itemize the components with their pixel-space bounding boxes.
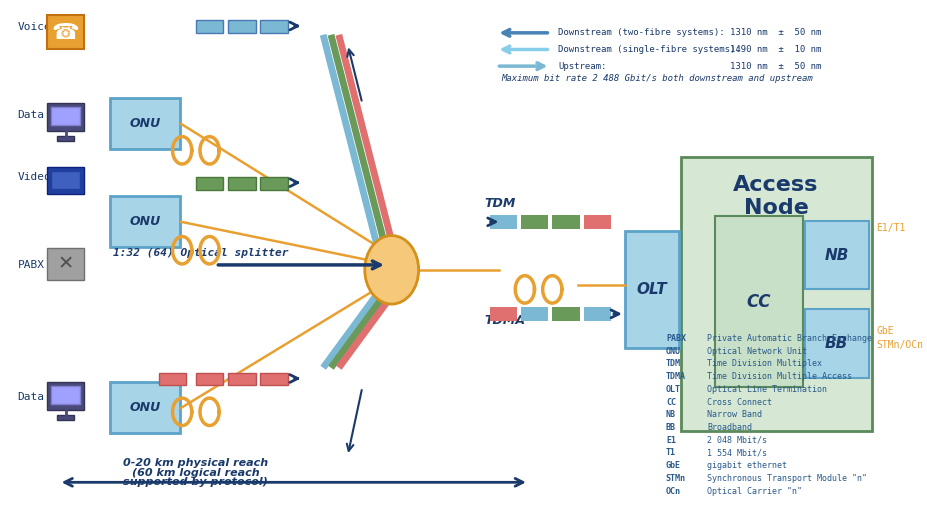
Text: ONU: ONU (129, 117, 160, 130)
Bar (489, 215, 516, 229)
Text: ONU: ONU (129, 401, 160, 414)
Text: GbE: GbE (666, 461, 680, 470)
Text: Access
Node: Access Node (732, 175, 818, 218)
Text: gigabit ethernet: gigabit ethernet (706, 461, 786, 470)
Polygon shape (320, 34, 380, 246)
Text: PABX: PABX (666, 334, 685, 343)
Bar (57, 415, 74, 420)
Bar (583, 215, 610, 229)
Text: ✕: ✕ (57, 254, 74, 274)
Text: Narrow Band: Narrow Band (706, 410, 761, 419)
Text: BB: BB (666, 423, 675, 432)
Text: Data: Data (18, 110, 44, 120)
Text: OLT: OLT (666, 385, 680, 394)
Text: Data: Data (18, 392, 44, 402)
Bar (109, 383, 180, 433)
Text: Optical Carrier "n": Optical Carrier "n" (706, 487, 801, 495)
Bar (51, 386, 81, 404)
Text: BB: BB (824, 336, 847, 351)
Bar (260, 373, 287, 385)
Text: TDMA: TDMA (484, 314, 526, 327)
Bar (47, 383, 84, 410)
Bar (714, 216, 802, 387)
Bar (804, 309, 868, 377)
Bar (109, 99, 180, 149)
Polygon shape (328, 292, 387, 370)
Text: Time Division Multiple Access: Time Division Multiple Access (706, 372, 851, 381)
Text: ☎: ☎ (52, 23, 80, 43)
Bar (260, 20, 287, 33)
Bar (552, 215, 579, 229)
Text: E1: E1 (666, 436, 675, 445)
Bar (47, 15, 84, 50)
Text: CC: CC (666, 398, 675, 407)
Bar (196, 20, 223, 33)
Text: Optical Line Termination: Optical Line Termination (706, 385, 826, 394)
Bar (47, 167, 84, 194)
Bar (489, 307, 516, 321)
Bar (228, 373, 255, 385)
Text: GbE
STMn/OCn: GbE STMn/OCn (875, 326, 922, 350)
Text: TDMA: TDMA (666, 372, 685, 381)
Bar (51, 107, 81, 125)
Polygon shape (327, 34, 387, 246)
Bar (520, 307, 548, 321)
Text: 0-20 km physical reach: 0-20 km physical reach (123, 458, 268, 468)
Bar (228, 20, 255, 33)
Text: 1:32 (64) Optical splitter: 1:32 (64) Optical splitter (112, 248, 287, 258)
Text: Upstream:: Upstream: (557, 62, 606, 70)
Text: Video: Video (18, 172, 51, 182)
Text: Broadband: Broadband (706, 423, 751, 432)
Text: 1490 nm  ±  10 nm: 1490 nm ± 10 nm (729, 45, 820, 54)
Text: Voice: Voice (18, 22, 51, 32)
Ellipse shape (364, 235, 418, 304)
Bar (583, 307, 610, 321)
Text: ONU: ONU (129, 216, 160, 228)
Bar (196, 177, 223, 189)
Polygon shape (336, 292, 395, 370)
Text: CC: CC (746, 293, 770, 311)
Text: 2 048 Mbit/s: 2 048 Mbit/s (706, 436, 767, 445)
Text: Downstream (two-fibre systems):: Downstream (two-fibre systems): (557, 28, 724, 38)
Text: 1 554 Mbit/s: 1 554 Mbit/s (706, 448, 767, 457)
Text: (60 km logical reach: (60 km logical reach (132, 468, 260, 478)
Text: STMn: STMn (666, 474, 685, 483)
Polygon shape (320, 292, 379, 370)
Text: Downstream (single-fibre systems):: Downstream (single-fibre systems): (557, 45, 740, 54)
Text: TDM: TDM (484, 197, 515, 210)
Text: OCn: OCn (666, 487, 680, 495)
Text: supported by protocol): supported by protocol) (123, 477, 268, 488)
Bar (260, 177, 287, 189)
Bar (679, 157, 870, 431)
Text: Private Automatic Branch Exchange: Private Automatic Branch Exchange (706, 334, 871, 343)
Text: NB: NB (666, 410, 675, 419)
Bar (624, 231, 678, 348)
Bar (47, 103, 84, 131)
Bar (57, 136, 74, 140)
Text: E1/T1: E1/T1 (875, 223, 905, 233)
Text: Optical Network Unit: Optical Network Unit (706, 347, 806, 355)
Text: Cross Connect: Cross Connect (706, 398, 771, 407)
Bar (47, 248, 84, 280)
Text: Synchronous Transport Module "n": Synchronous Transport Module "n" (706, 474, 866, 483)
Bar (196, 373, 223, 385)
Text: Maximum bit rate 2 488 Gbit/s both downstream and upstream: Maximum bit rate 2 488 Gbit/s both downs… (501, 74, 812, 84)
Text: NB: NB (824, 247, 848, 263)
Bar (520, 215, 548, 229)
Polygon shape (336, 34, 396, 246)
Text: PABX: PABX (18, 260, 44, 270)
Bar (552, 307, 579, 321)
Text: Time Division Multiplex: Time Division Multiplex (706, 359, 821, 369)
Text: TDM: TDM (666, 359, 680, 369)
Bar (804, 221, 868, 289)
Text: 1310 nm  ±  50 nm: 1310 nm ± 50 nm (729, 28, 820, 38)
Text: OLT: OLT (636, 282, 667, 297)
Bar (51, 171, 81, 188)
Text: ONU: ONU (666, 347, 680, 355)
Text: 1310 nm  ±  50 nm: 1310 nm ± 50 nm (729, 62, 820, 70)
Bar (109, 196, 180, 247)
Bar (228, 177, 255, 189)
Text: T1: T1 (666, 448, 675, 457)
Bar (159, 373, 185, 385)
